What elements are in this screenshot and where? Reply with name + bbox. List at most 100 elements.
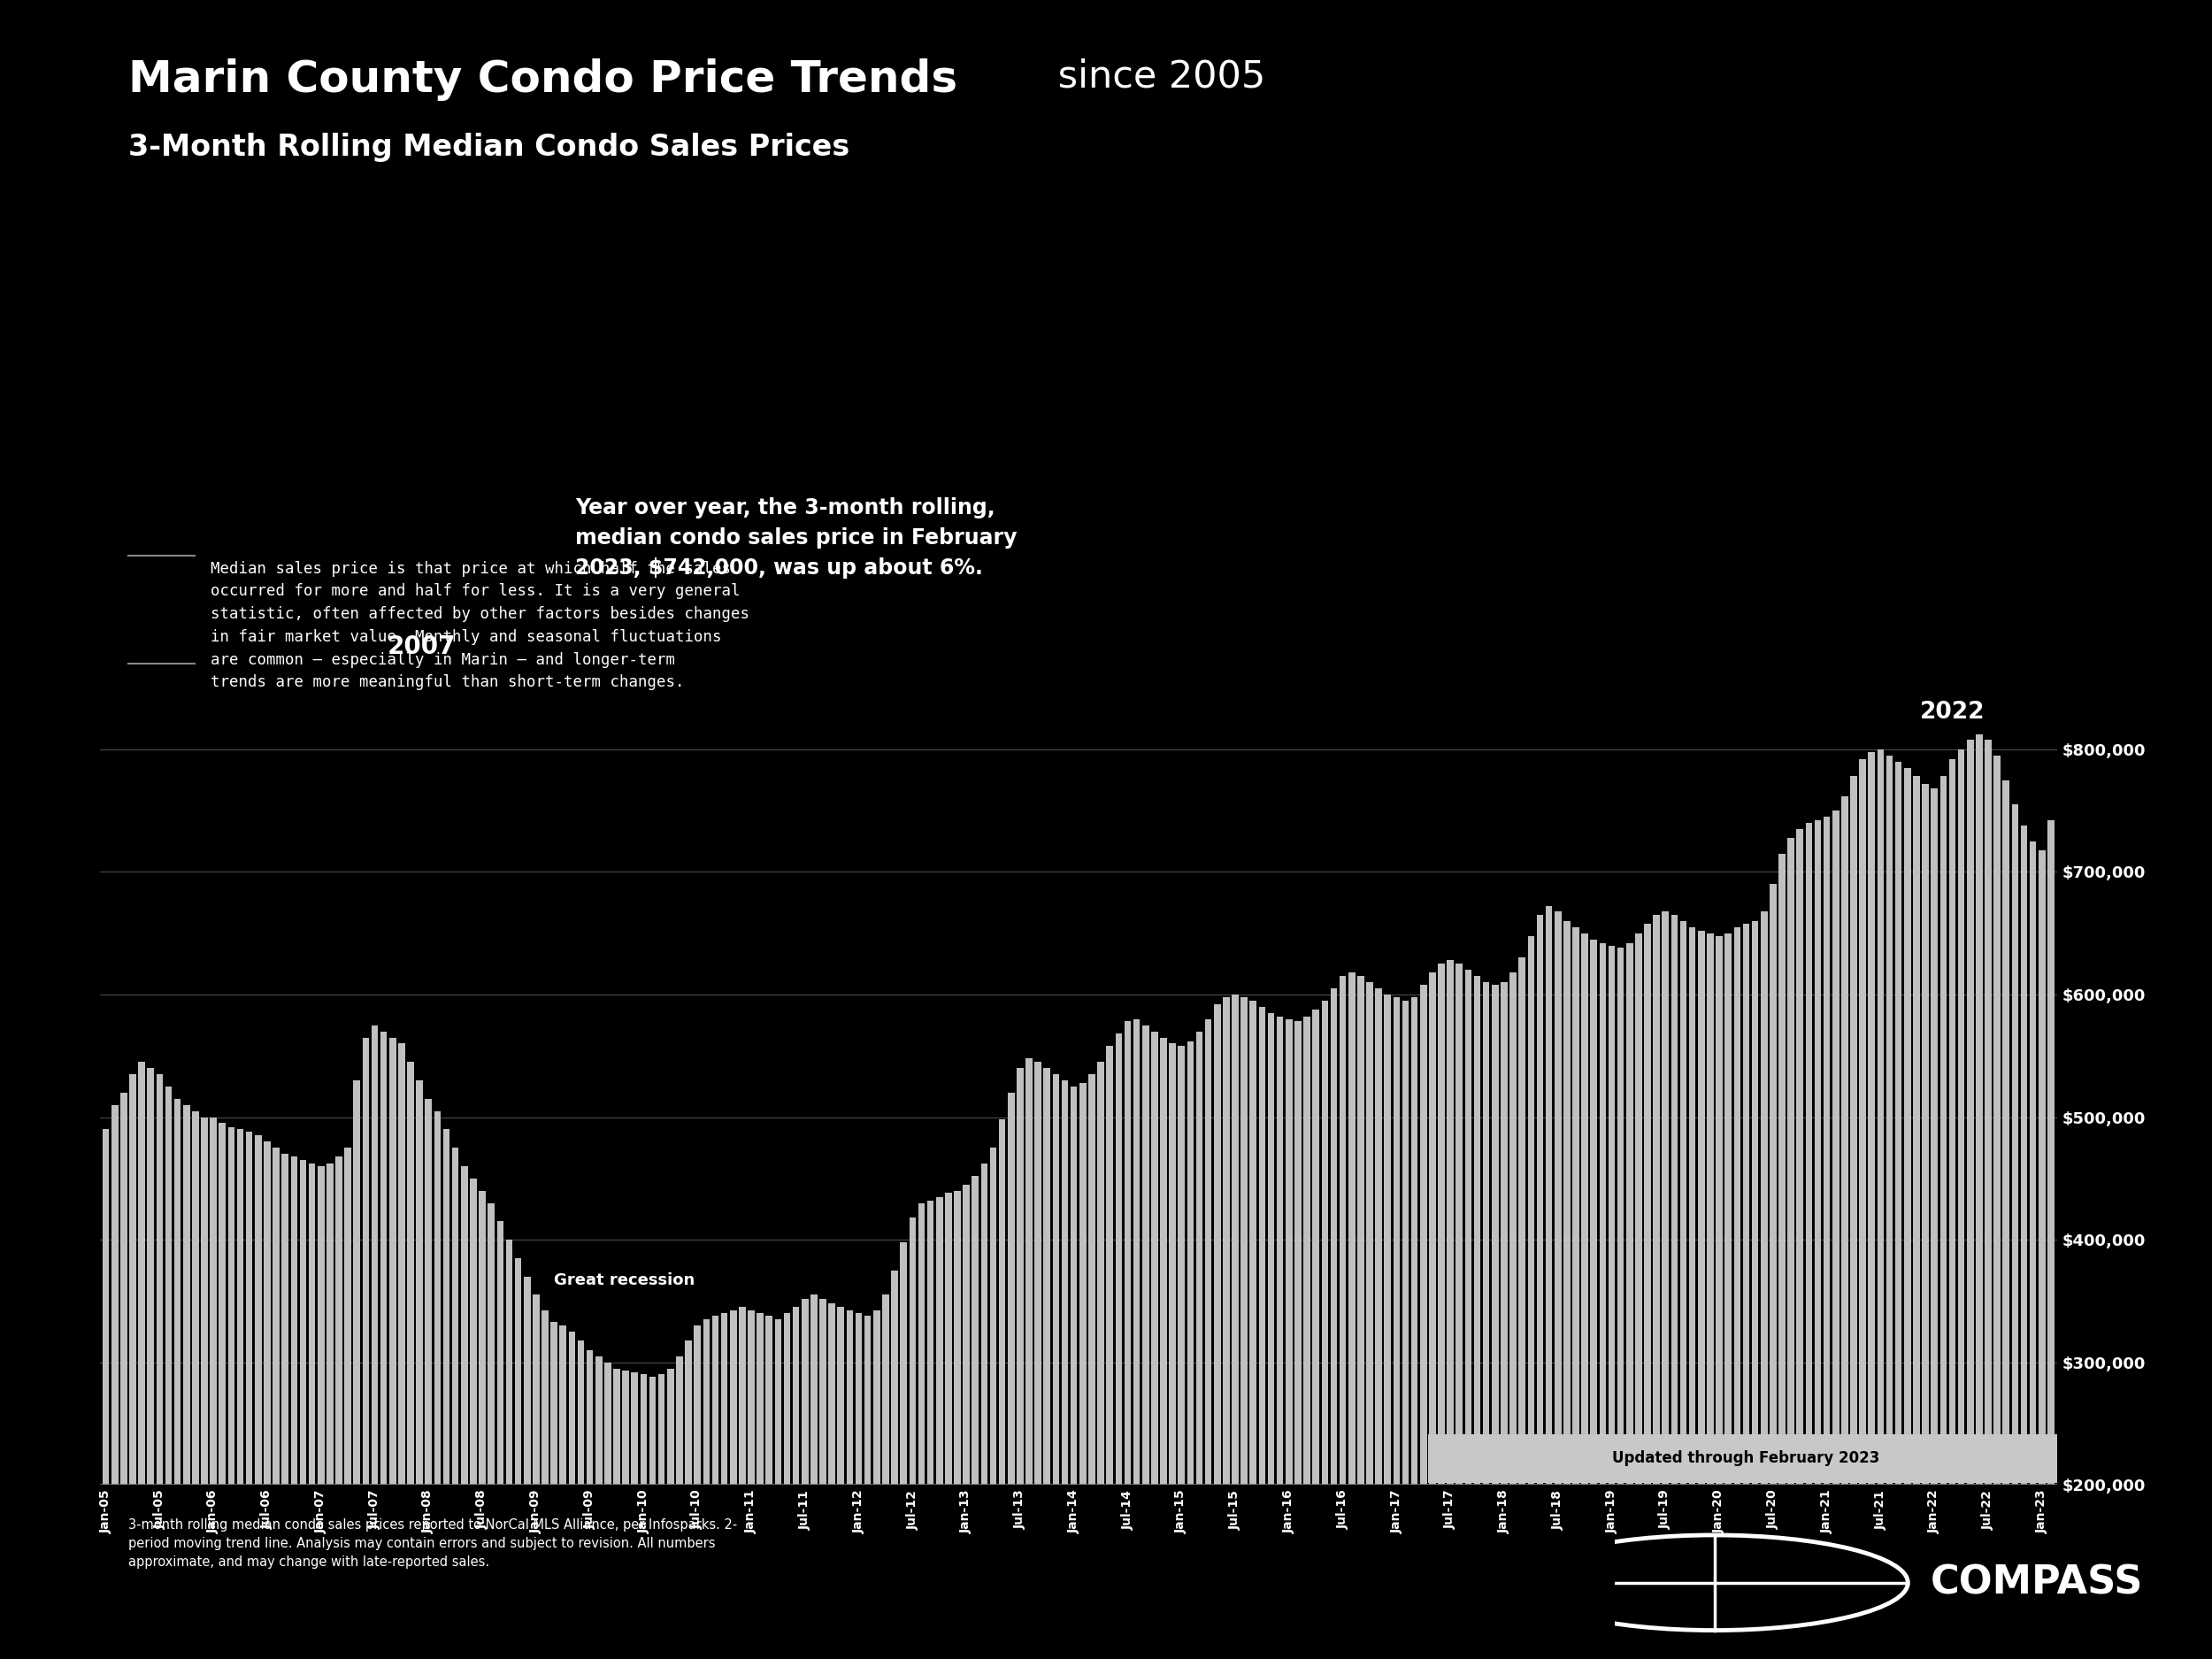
- Bar: [847, 1311, 854, 1485]
- Bar: [372, 1025, 378, 1485]
- Bar: [299, 1160, 307, 1485]
- Bar: [1329, 989, 1338, 1485]
- Bar: [1860, 760, 1867, 1485]
- Bar: [712, 1316, 719, 1485]
- Bar: [336, 1156, 343, 1485]
- Bar: [1958, 750, 1964, 1485]
- Bar: [1009, 1093, 1015, 1485]
- Text: Marin County Condo Price Trends: Marin County Condo Price Trends: [128, 58, 958, 101]
- Bar: [1321, 1000, 1327, 1485]
- Bar: [721, 1314, 728, 1485]
- Bar: [659, 1375, 666, 1485]
- Bar: [1734, 927, 1741, 1485]
- Bar: [1035, 1062, 1042, 1485]
- Bar: [927, 1201, 933, 1485]
- Bar: [237, 1130, 243, 1485]
- Bar: [874, 1311, 880, 1485]
- Bar: [1367, 982, 1374, 1485]
- Bar: [1097, 1062, 1104, 1485]
- Bar: [551, 1322, 557, 1485]
- Bar: [1340, 975, 1347, 1485]
- Bar: [1626, 942, 1632, 1485]
- Bar: [480, 1191, 487, 1485]
- Bar: [1455, 964, 1462, 1485]
- Bar: [1590, 939, 1597, 1485]
- Bar: [498, 1221, 504, 1485]
- Text: Median sales price is that price at which half the sales
occurred for more and h: Median sales price is that price at whic…: [210, 561, 750, 690]
- Text: 2007: 2007: [387, 635, 456, 659]
- Bar: [1358, 975, 1365, 1485]
- Bar: [650, 1377, 657, 1485]
- Bar: [102, 1130, 108, 1485]
- Bar: [166, 1087, 173, 1485]
- Bar: [1294, 1022, 1301, 1485]
- Bar: [1520, 957, 1526, 1485]
- Bar: [489, 1203, 495, 1485]
- Bar: [1708, 934, 1714, 1485]
- Bar: [1617, 947, 1624, 1485]
- Bar: [1312, 1009, 1318, 1485]
- Bar: [2031, 841, 2037, 1485]
- Bar: [1869, 752, 1876, 1485]
- Bar: [1141, 1025, 1148, 1485]
- Bar: [1124, 1022, 1130, 1485]
- Bar: [1420, 985, 1427, 1485]
- Bar: [2048, 821, 2055, 1485]
- Bar: [810, 1294, 816, 1485]
- Bar: [953, 1191, 960, 1485]
- Bar: [801, 1299, 807, 1485]
- Bar: [139, 1062, 146, 1485]
- Bar: [363, 1037, 369, 1485]
- Bar: [1949, 760, 1955, 1485]
- Text: COMPASS: COMPASS: [1929, 1564, 2143, 1601]
- Bar: [2039, 849, 2046, 1485]
- Bar: [1106, 1047, 1113, 1485]
- Bar: [507, 1239, 513, 1485]
- Bar: [389, 1037, 396, 1485]
- Bar: [1652, 914, 1659, 1485]
- Text: since 2005: since 2005: [1046, 58, 1265, 95]
- Bar: [1599, 942, 1606, 1485]
- Bar: [319, 1166, 325, 1485]
- Bar: [219, 1123, 226, 1485]
- Bar: [1267, 1014, 1274, 1485]
- Bar: [757, 1314, 763, 1485]
- Bar: [730, 1311, 737, 1485]
- Bar: [175, 1098, 181, 1485]
- Bar: [272, 1148, 279, 1485]
- Bar: [586, 1350, 593, 1485]
- Bar: [838, 1307, 845, 1485]
- Bar: [909, 1218, 916, 1485]
- Bar: [1044, 1068, 1051, 1485]
- Bar: [380, 1032, 387, 1485]
- Text: Updated through February 2023: Updated through February 2023: [1613, 1450, 1880, 1467]
- Bar: [1725, 934, 1732, 1485]
- Bar: [281, 1155, 288, 1485]
- Bar: [639, 1375, 646, 1485]
- Bar: [686, 1340, 692, 1485]
- Bar: [1661, 911, 1668, 1485]
- Bar: [1823, 816, 1829, 1485]
- Bar: [980, 1163, 987, 1485]
- Bar: [1179, 1047, 1186, 1485]
- Bar: [1464, 971, 1471, 1485]
- Bar: [630, 1372, 637, 1485]
- Bar: [1573, 927, 1579, 1485]
- Bar: [962, 1185, 969, 1485]
- Bar: [989, 1148, 998, 1485]
- Bar: [765, 1316, 772, 1485]
- Bar: [425, 1098, 431, 1485]
- Bar: [1115, 1034, 1121, 1485]
- Bar: [1717, 936, 1723, 1485]
- Bar: [1473, 975, 1480, 1485]
- Bar: [774, 1319, 781, 1485]
- Bar: [865, 1316, 872, 1485]
- Bar: [677, 1355, 684, 1485]
- Bar: [1770, 884, 1776, 1485]
- Bar: [1896, 761, 1902, 1485]
- Bar: [184, 1105, 190, 1485]
- Bar: [1993, 755, 2000, 1485]
- Bar: [1429, 972, 1436, 1485]
- Bar: [1018, 1068, 1024, 1485]
- Bar: [1752, 921, 1759, 1485]
